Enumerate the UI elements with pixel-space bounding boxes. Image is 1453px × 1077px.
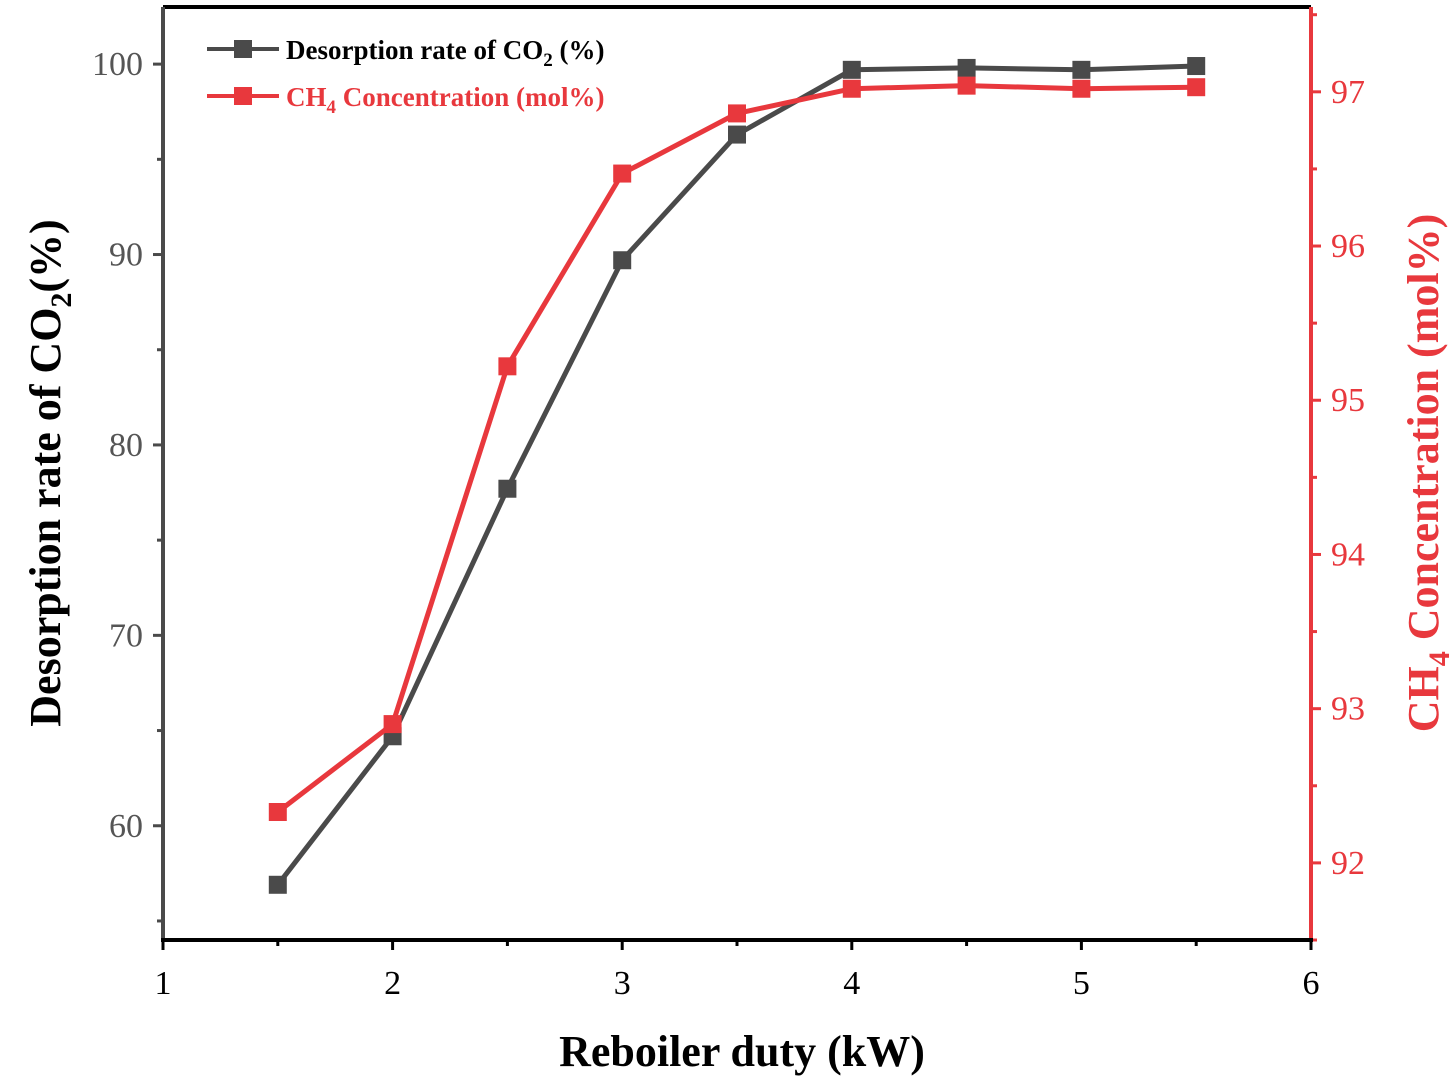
x-tick-label: 2	[384, 965, 401, 1002]
y-left-tick-label: 90	[109, 237, 143, 274]
ticks-layer: 1 2 3 4 5 6 60 70 80 90 100 92 93 94 95 96 97	[92, 13, 1365, 1002]
data-point-ch4	[268, 803, 287, 822]
data-point-co2	[842, 60, 861, 79]
data-point-ch4	[613, 164, 632, 183]
y-axis-left-title-main: Desorption rate of CO	[21, 308, 70, 727]
legend: Desorption rate of CO2 (%) CH4 Concentra…	[207, 35, 604, 118]
y-axis-right-title-sub: 4	[1423, 651, 1453, 666]
data-point-ch4	[728, 104, 746, 123]
data-point-co2	[728, 125, 746, 144]
legend-label-ch4-tail: Concentration (mol%)	[336, 82, 604, 112]
plot-background	[163, 7, 1311, 940]
legend-label-ch4-main: CH	[286, 82, 327, 112]
legend-entry-ch4: CH4 Concentration (mol%)	[207, 82, 604, 118]
x-axis-title: Reboiler duty (kW)	[559, 1027, 925, 1076]
legend-marker-ch4	[234, 87, 252, 105]
data-point-co2	[1187, 57, 1206, 76]
y-axis-right-title-main: CH	[1399, 666, 1448, 732]
series-layer	[268, 57, 1206, 894]
y-axis-left-title-tail: (%)	[21, 219, 70, 292]
legend-label-co2-tail: (%)	[553, 35, 605, 65]
data-point-ch4	[498, 357, 517, 376]
legend-label-co2-sub: 2	[543, 50, 553, 71]
data-point-ch4	[842, 79, 861, 98]
x-tick-label: 6	[1303, 965, 1320, 1002]
x-tick-label: 3	[614, 965, 631, 1002]
data-point-ch4	[1072, 79, 1091, 98]
legend-label-ch4-sub: 4	[327, 97, 337, 118]
y-left-tick-label: 100	[92, 46, 143, 83]
y-right-tick-label: 95	[1331, 382, 1365, 419]
y-left-tick-label: 80	[109, 427, 143, 464]
legend-marker-co2	[234, 40, 252, 58]
data-point-co2	[498, 479, 517, 498]
x-tick-label: 4	[843, 965, 860, 1002]
y-right-tick-label: 96	[1331, 228, 1365, 265]
y-right-tick-label: 94	[1331, 536, 1365, 573]
y-axis-left-title-sub: 2	[45, 293, 78, 308]
legend-label-co2-main: Desorption rate of CO	[286, 35, 543, 65]
data-point-ch4	[957, 76, 976, 95]
y-axis-left-title: Desorption rate of CO2(%)	[21, 219, 78, 726]
y-right-tick-label: 93	[1331, 691, 1365, 728]
legend-entry-co2: Desorption rate of CO2 (%)	[207, 35, 604, 71]
y-left-tick-label: 70	[109, 617, 143, 654]
legend-label-ch4: CH4 Concentration (mol%)	[286, 82, 604, 118]
y-left-tick-label: 60	[109, 808, 143, 845]
y-right-tick-label: 97	[1331, 74, 1365, 111]
data-point-ch4	[383, 715, 402, 734]
data-point-co2	[957, 58, 976, 77]
data-point-co2	[613, 251, 632, 270]
x-tick-label: 1	[155, 965, 172, 1002]
y-axis-right-title-tail: Concentration (mol%)	[1399, 214, 1448, 652]
y-right-tick-label: 92	[1331, 845, 1365, 882]
data-point-co2	[268, 875, 287, 894]
y-axis-right-title: CH4 Concentration (mol%)	[1399, 214, 1453, 733]
data-point-ch4	[1187, 78, 1206, 97]
data-point-co2	[1072, 60, 1091, 79]
legend-label-co2: Desorption rate of CO2 (%)	[286, 35, 604, 71]
x-tick-label: 5	[1073, 965, 1090, 1002]
